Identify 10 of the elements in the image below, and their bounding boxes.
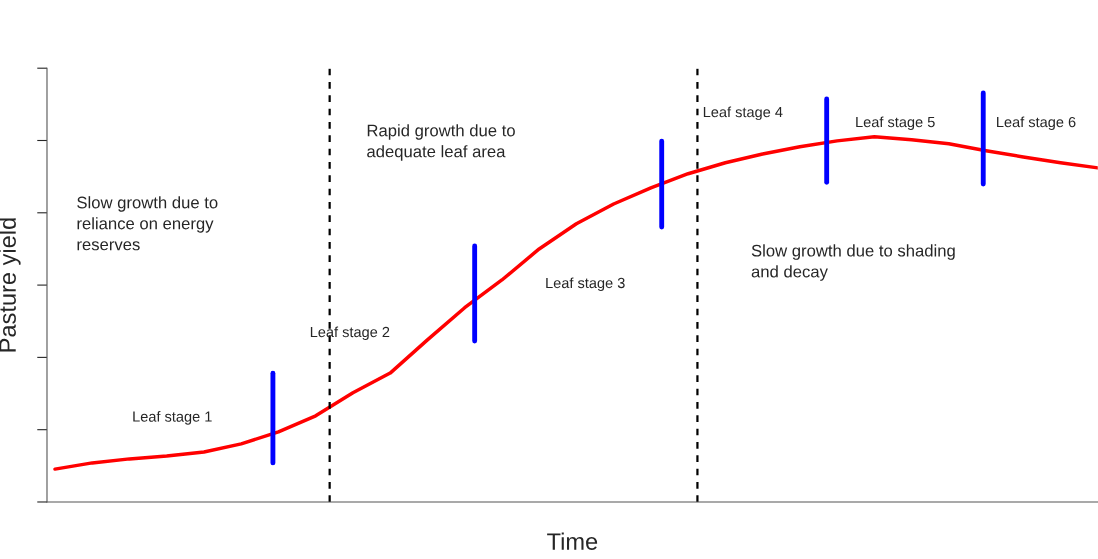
annotation: Leaf stage 3 <box>546 277 625 292</box>
text: Leaf stage 6 <box>997 116 1076 131</box>
annotation: Leaf stage 1 <box>133 411 212 425</box>
annotation: Slow growth due to reliance on energy reserves <box>77 196 218 251</box>
annotation: Rapid growth due to adequate leaf area <box>367 124 515 161</box>
text: Leaf stage 5 <box>856 116 935 131</box>
annotation: Leaf stage 2 <box>310 326 390 341</box>
x-axis-title: Time <box>547 532 598 550</box>
annotation: Slow growth due to shading and decay <box>751 244 955 281</box>
text: Leaf stage 4 <box>703 106 783 121</box>
